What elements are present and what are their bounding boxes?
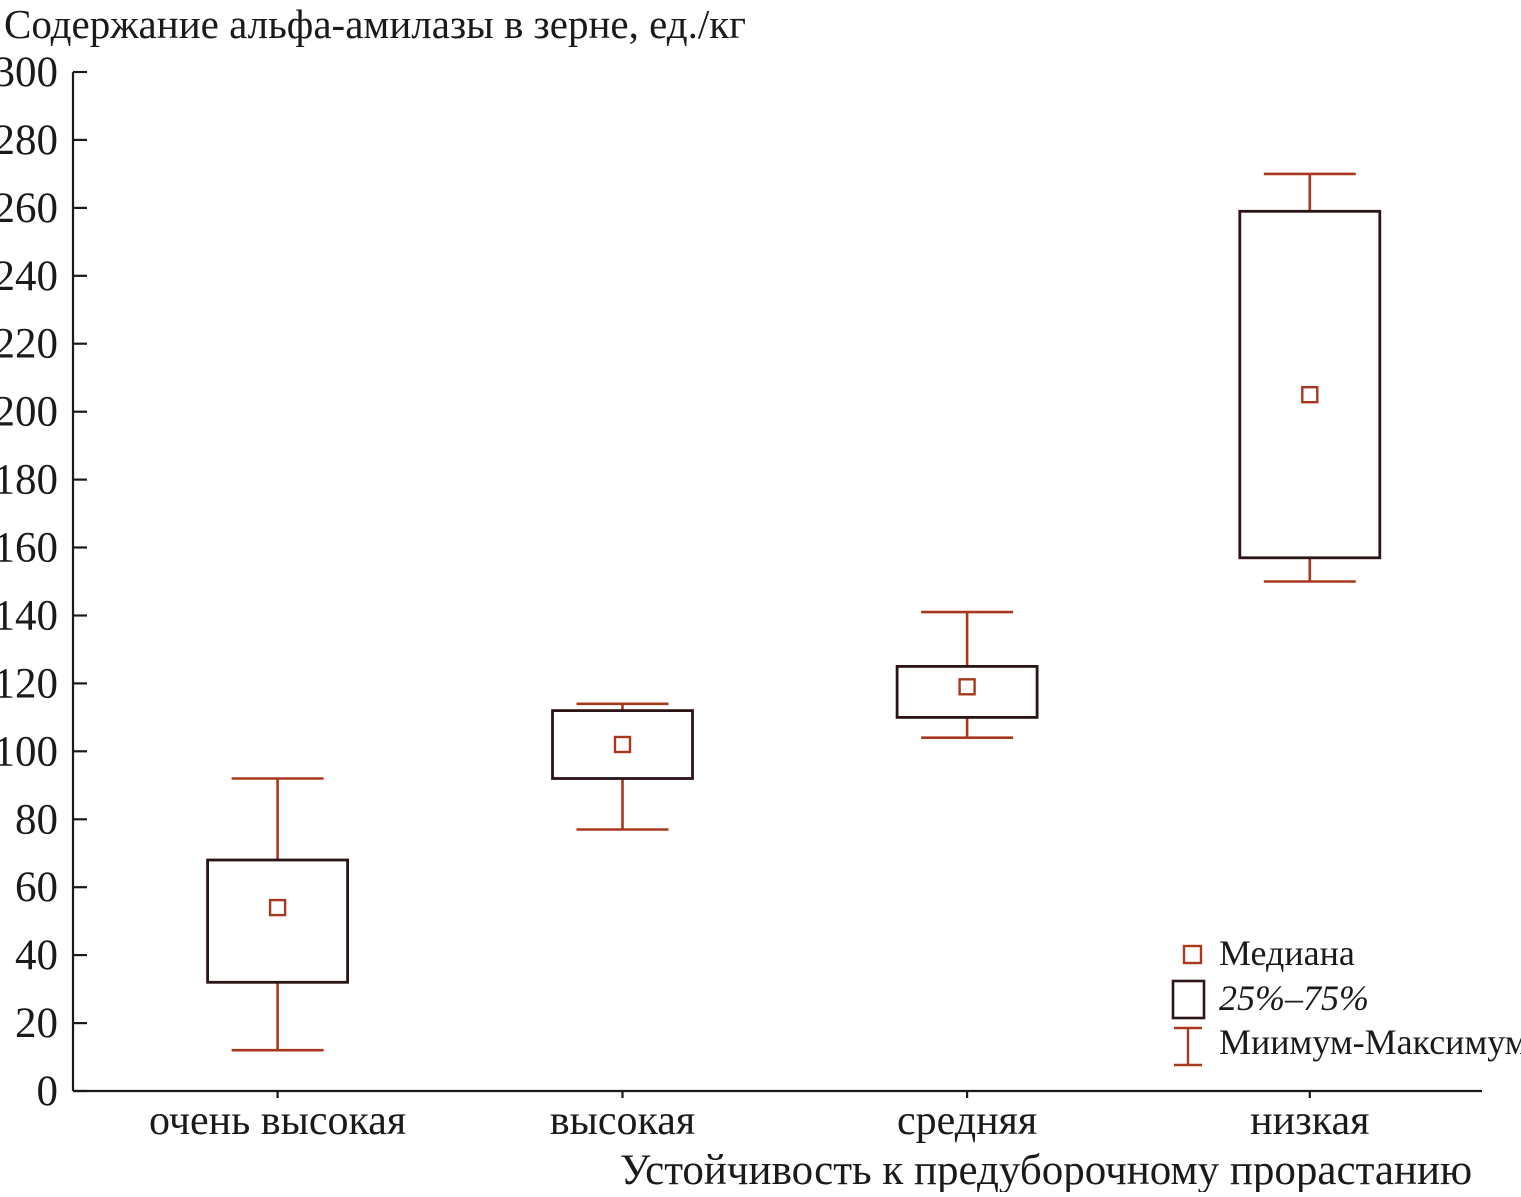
svg-text:Содержание альфа-амилазы в зер: Содержание альфа-амилазы в зерне, ед./кг bbox=[4, 1, 746, 47]
svg-text:180: 180 bbox=[0, 457, 58, 504]
svg-text:0: 0 bbox=[37, 1068, 59, 1115]
svg-text:160: 160 bbox=[0, 525, 58, 572]
svg-text:200: 200 bbox=[0, 389, 58, 436]
svg-text:220: 220 bbox=[0, 321, 58, 368]
svg-text:Медиана: Медиана bbox=[1219, 933, 1355, 973]
svg-text:Устойчивость к предуборочному: Устойчивость к предуборочному прорастани… bbox=[620, 1147, 1472, 1192]
svg-text:240: 240 bbox=[0, 253, 58, 300]
svg-text:60: 60 bbox=[15, 864, 58, 911]
svg-text:300: 300 bbox=[0, 49, 58, 96]
svg-text:средняя: средняя bbox=[897, 1098, 1037, 1144]
svg-text:высокая: высокая bbox=[550, 1098, 695, 1144]
svg-text:80: 80 bbox=[15, 796, 58, 843]
svg-text:Миимум-Максимум: Миимум-Максимум bbox=[1219, 1022, 1521, 1062]
svg-text:40: 40 bbox=[15, 932, 58, 979]
svg-text:280: 280 bbox=[0, 117, 58, 164]
svg-text:25%–75%: 25%–75% bbox=[1219, 978, 1369, 1018]
svg-text:20: 20 bbox=[15, 1000, 58, 1047]
svg-text:120: 120 bbox=[0, 660, 58, 707]
svg-text:очень высокая: очень высокая bbox=[149, 1098, 406, 1144]
svg-text:100: 100 bbox=[0, 728, 58, 775]
svg-text:низкая: низкая bbox=[1250, 1098, 1369, 1144]
svg-text:140: 140 bbox=[0, 593, 58, 640]
svg-text:260: 260 bbox=[0, 185, 58, 232]
